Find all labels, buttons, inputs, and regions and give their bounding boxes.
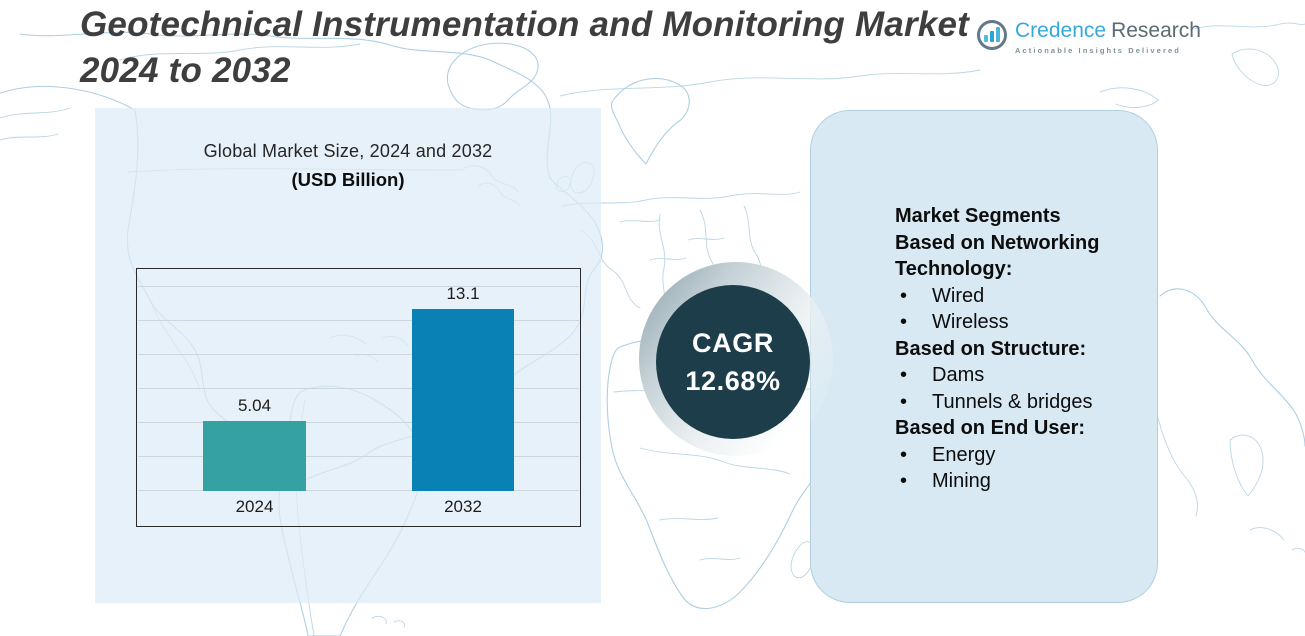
- gridline: [138, 388, 579, 389]
- chart-title: Global Market Size, 2024 and 2032: [203, 141, 493, 161]
- segment-item-label: Tunnels & bridges: [932, 390, 1093, 413]
- cagr-badge: CAGR 12.68%: [656, 285, 810, 439]
- page-title: Geotechnical Instrumentation and Monitor…: [80, 5, 969, 90]
- logo-brand-name: Credence Research: [1015, 19, 1201, 42]
- gridline: [138, 456, 579, 457]
- logo-brand-primary: Credence: [1015, 19, 1107, 42]
- bar-2032: [412, 309, 514, 491]
- chart-subtitle: (USD Billion): [291, 169, 405, 190]
- map-asia: [1099, 22, 1305, 553]
- segment-item: • Energy: [895, 442, 1139, 469]
- bar-chart: 5.04 13.1 2024 2032: [136, 268, 581, 527]
- segments-panel: Market Segments Based on Networking Tech…: [810, 110, 1158, 603]
- bar-group-2024: 5.04: [203, 396, 306, 491]
- cagr-label: CAGR: [692, 327, 774, 358]
- brand-logo: Credence Research Actionable Insights Del…: [977, 20, 1201, 55]
- segment-item-label: Mining: [932, 470, 991, 492]
- segments-heading-line: Based on Networking: [895, 231, 1100, 254]
- x-axis-label-2024: 2024: [235, 497, 274, 516]
- segment-item-label: Energy: [932, 443, 996, 466]
- cagr-value: 12.68%: [685, 366, 781, 396]
- map-greenland: [446, 42, 981, 111]
- segment-item: • Mining: [895, 468, 1139, 495]
- bar-chart-circle-icon: [977, 20, 1007, 50]
- logo-brand-secondary: Research: [1111, 19, 1201, 42]
- gridline: [138, 320, 579, 321]
- segments-heading-line: Based on Structure:: [895, 337, 1087, 360]
- chart-panel: Global Market Size, 2024 and 2032 (USD B…: [95, 108, 601, 603]
- bullet-icon: •: [900, 284, 908, 307]
- bullet-icon: •: [900, 443, 908, 466]
- segments-heading-line: Technology:: [895, 258, 1013, 280]
- gridline: [138, 490, 579, 491]
- gridline: [138, 422, 579, 423]
- segment-item-label: Dams: [932, 364, 985, 386]
- bar-value-label-2032: 13.1: [446, 284, 480, 303]
- segment-item-label: Wireless: [932, 311, 1009, 333]
- bar-group-2032: 13.1: [412, 284, 514, 491]
- logo-tagline: Actionable Insights Delivered: [1015, 46, 1181, 55]
- x-axis-label-2032: 2032: [444, 497, 482, 516]
- segment-item-label: Wired: [932, 284, 985, 307]
- segment-item: • Wireless: [895, 309, 1139, 336]
- bullet-icon: •: [900, 311, 908, 333]
- bullet-icon: •: [900, 364, 908, 386]
- gridline: [138, 354, 579, 355]
- segment-item: • Wired: [895, 283, 1139, 310]
- logo-text-block: Credence Research Actionable Insights Del…: [1015, 19, 1201, 56]
- bar-2024: [203, 421, 306, 491]
- bullet-icon: •: [900, 470, 908, 492]
- segment-item: • Tunnels & bridges: [895, 389, 1139, 416]
- bar-value-label-2024: 5.04: [237, 396, 272, 415]
- bullet-icon: •: [900, 390, 908, 413]
- segment-item: • Dams: [895, 362, 1139, 389]
- gridline: [138, 286, 579, 287]
- segments-heading-line: Based on End User:: [895, 417, 1086, 439]
- segments-heading-line: Market Segments: [895, 205, 1061, 227]
